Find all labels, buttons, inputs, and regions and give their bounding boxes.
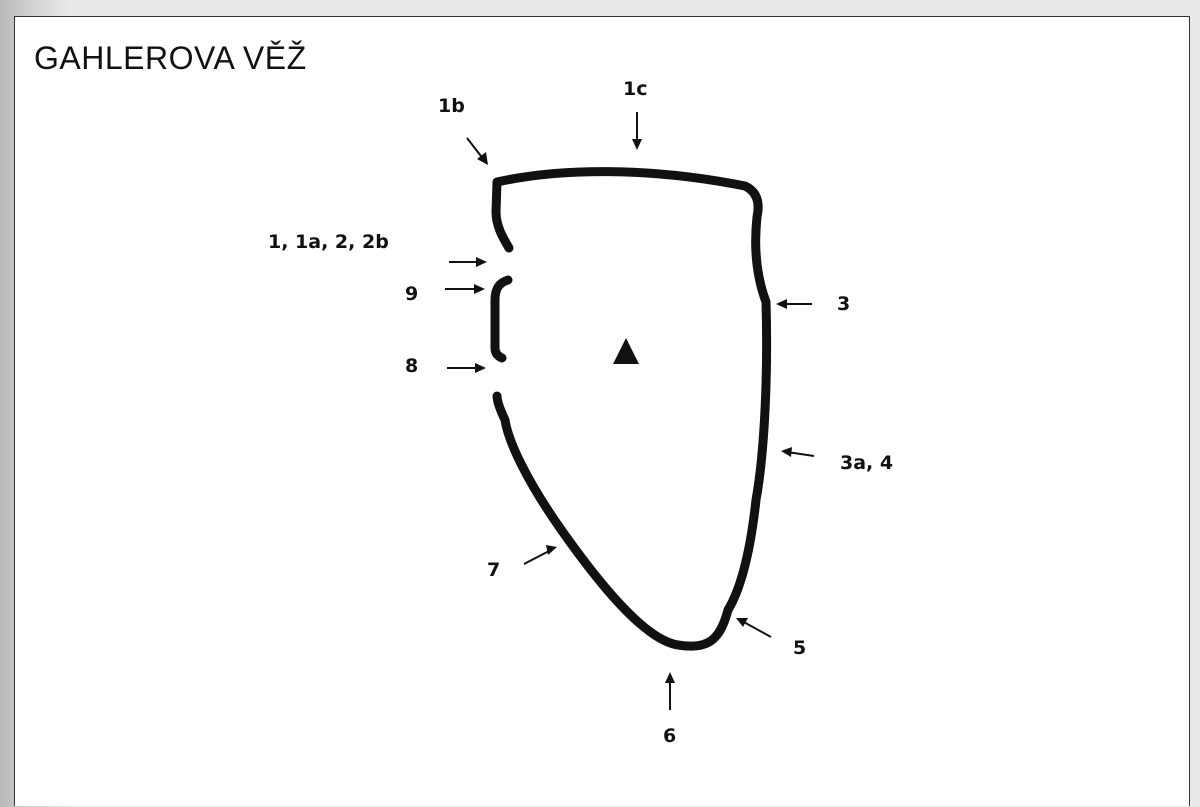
arrowhead-8 <box>475 363 486 373</box>
label-6: 6 <box>663 725 676 747</box>
arrowhead-1c <box>632 139 642 150</box>
diagram-panel <box>14 16 1190 806</box>
arrowhead-9 <box>474 284 485 294</box>
tower-outline <box>490 167 772 651</box>
label-5: 5 <box>793 637 806 659</box>
label-9: 9 <box>405 283 418 305</box>
page-title: GAHLEROVA VĚŽ <box>34 40 307 76</box>
label-1-1a-2-2b: 1, 1a, 2, 2b <box>268 231 389 253</box>
arrowhead-left-top <box>476 257 487 267</box>
label-7: 7 <box>487 559 500 581</box>
label-1b: 1b <box>438 95 465 117</box>
label-1c: 1c <box>623 78 647 100</box>
arrow-5 <box>741 620 772 638</box>
arrowhead-3a-4 <box>781 447 792 457</box>
outline-main-segment <box>491 167 772 651</box>
outline-short-segment <box>490 275 513 363</box>
label-3: 3 <box>837 293 850 315</box>
arrow-7 <box>523 549 552 565</box>
arrow-heads <box>474 139 792 683</box>
arrow-3a-4 <box>786 451 815 457</box>
route-arrows <box>445 112 815 710</box>
label-3a-4: 3a, 4 <box>840 452 893 474</box>
arrowhead-3 <box>776 299 787 309</box>
arrowhead-1b <box>477 152 488 165</box>
summit-triangle-icon <box>613 338 639 364</box>
arrowhead-5 <box>736 618 748 627</box>
arrowhead-7 <box>546 545 557 555</box>
label-8: 8 <box>405 355 418 377</box>
arrowhead-6 <box>665 672 675 683</box>
